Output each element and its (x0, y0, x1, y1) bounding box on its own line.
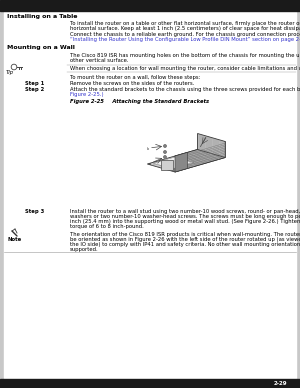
Text: The orientation of the Cisco 819 ISR products is critical when wall-mounting. Th: The orientation of the Cisco 819 ISR pro… (70, 232, 300, 237)
Text: Step 2: Step 2 (25, 87, 44, 92)
Text: horizontal surface. Keep at least 1 inch (2.5 centimeters) of clear space for he: horizontal surface. Keep at least 1 inch… (70, 26, 300, 31)
Polygon shape (197, 133, 225, 158)
Text: Install the router to a wall stud using two number-10 wood screws, round- or pan: Install the router to a wall stud using … (70, 209, 300, 214)
Text: be oriented as shown in Figure 2-26 with the left side of the router rotated up : be oriented as shown in Figure 2-26 with… (70, 237, 300, 242)
Polygon shape (147, 149, 225, 172)
Text: When choosing a location for wall mounting the router, consider cable limitation: When choosing a location for wall mounti… (70, 66, 300, 71)
Text: The Cisco 819 ISR has mounting holes on the bottom of the chassis for mounting t: The Cisco 819 ISR has mounting holes on … (70, 53, 300, 58)
Bar (0, 0, 300, 11)
Text: Attach the standard brackets to the chassis using the three screws provided for : Attach the standard brackets to the chas… (70, 87, 300, 92)
Text: Step 3: Step 3 (25, 209, 44, 214)
Polygon shape (153, 157, 194, 169)
Polygon shape (175, 142, 225, 172)
Text: b: b (147, 147, 149, 151)
Text: other vertical surface.: other vertical surface. (70, 58, 128, 63)
Text: Mounting on a Wall: Mounting on a Wall (7, 45, 75, 50)
Text: Remove the screws on the sides of the routers.: Remove the screws on the sides of the ro… (70, 81, 194, 86)
Text: 2-29: 2-29 (273, 381, 287, 386)
Text: inch (25.4 mm) into the supporting wood or metal wall stud. (See Figure 2-26.) T: inch (25.4 mm) into the supporting wood … (70, 219, 300, 224)
Bar (0, 379, 300, 388)
Polygon shape (161, 160, 173, 170)
Text: Attaching the Standard Brackets: Attaching the Standard Brackets (103, 99, 209, 104)
Text: To mount the router on a wall, follow these steps:: To mount the router on a wall, follow th… (70, 75, 200, 80)
Text: Figure 2-25.): Figure 2-25.) (70, 92, 104, 97)
Circle shape (164, 156, 166, 158)
Text: a: a (149, 162, 151, 166)
Text: “Installing the Router Using the Configurable Low Profile DIN Mount” section on : “Installing the Router Using the Configu… (70, 37, 300, 42)
Circle shape (164, 151, 166, 153)
Text: supported.: supported. (70, 247, 99, 252)
Circle shape (164, 145, 166, 147)
Text: Figure 2-25: Figure 2-25 (70, 99, 104, 104)
Text: Tip: Tip (6, 70, 14, 75)
Polygon shape (175, 152, 188, 172)
Text: Installing on a Table: Installing on a Table (7, 14, 77, 19)
Text: Connect the chassis to a reliable earth ground. For the chassis ground connectio: Connect the chassis to a reliable earth … (70, 32, 300, 37)
Text: Step 1: Step 1 (25, 81, 44, 86)
Text: washers or two number-10 washer-head screws. The screws must be long enough to p: washers or two number-10 washer-head scr… (70, 214, 300, 219)
Text: the IO side) to comply with IP41 and safety criteria. No other wall mounting ori: the IO side) to comply with IP41 and saf… (70, 242, 300, 247)
Text: To install the router on a table or other flat horizontal surface, firmly place : To install the router on a table or othe… (70, 21, 300, 26)
Text: torque of 6 to 8 inch-pound.: torque of 6 to 8 inch-pound. (70, 224, 144, 229)
Text: Note: Note (7, 237, 21, 242)
